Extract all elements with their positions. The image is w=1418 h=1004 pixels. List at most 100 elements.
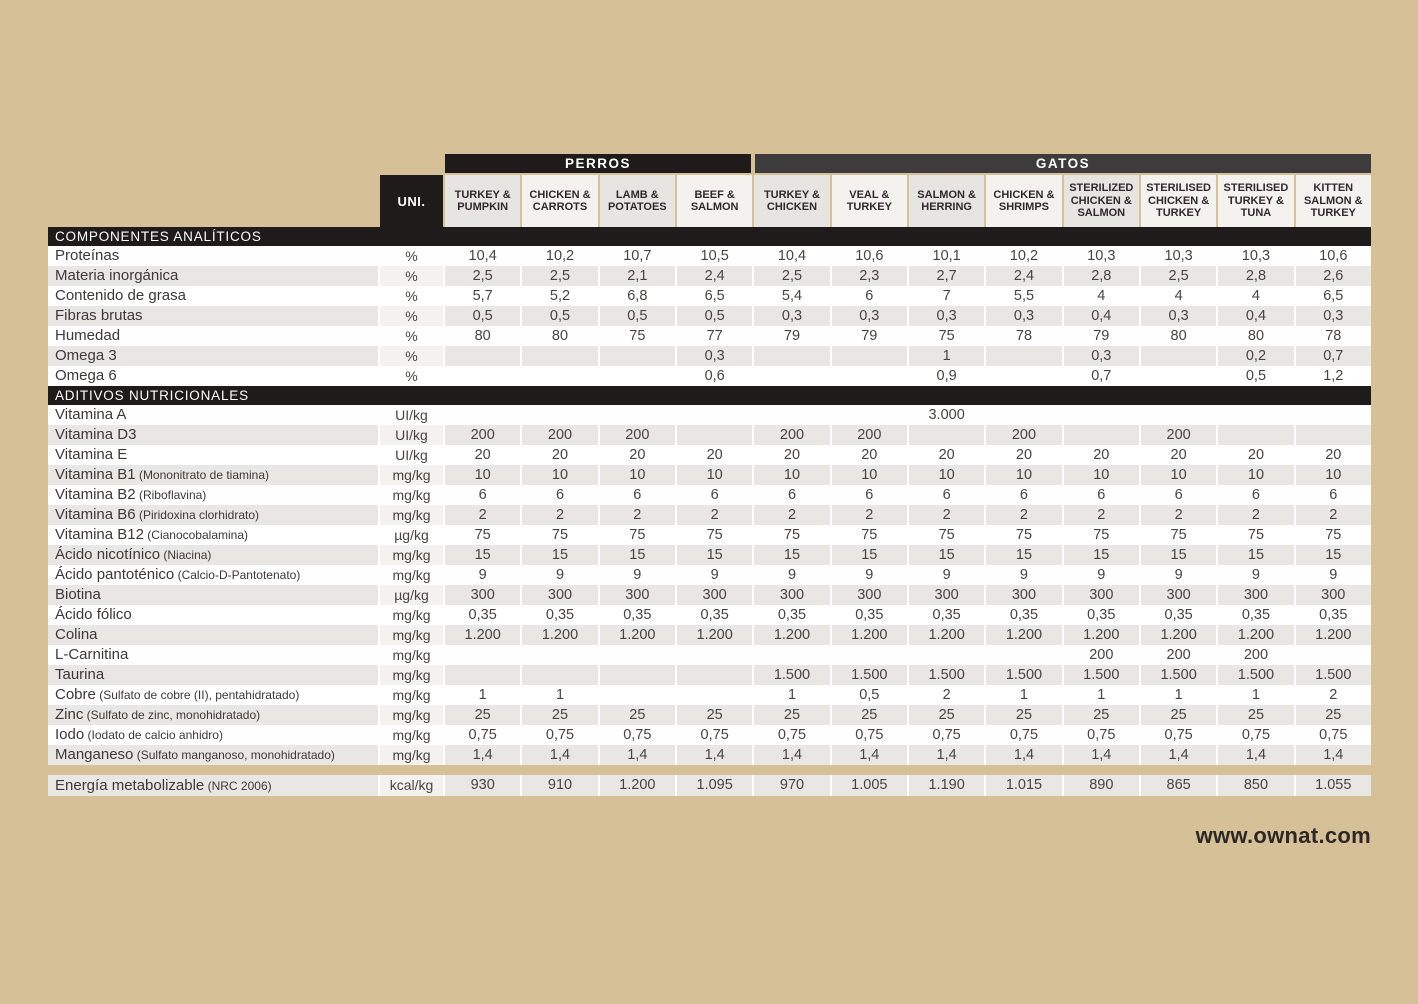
value-cell: 15 — [1295, 545, 1371, 565]
value-cell — [676, 425, 753, 445]
energy-row-gap — [48, 765, 1371, 775]
value-cell: 78 — [986, 326, 1062, 346]
value-cell — [599, 346, 675, 366]
value-cell: 10 — [754, 465, 830, 485]
row-unit: UI/kg — [380, 445, 443, 465]
value-cell: 0,35 — [522, 605, 598, 625]
value-cell — [831, 346, 907, 366]
value-cell: 0,35 — [986, 605, 1062, 625]
value-cell: 10,2 — [986, 246, 1062, 266]
row-label: Materia inorgánica — [48, 266, 378, 286]
value-cell: 2 — [908, 505, 985, 525]
value-cell: 2,4 — [676, 266, 753, 286]
value-cell: 75 — [908, 326, 985, 346]
value-cell — [522, 405, 598, 425]
value-cell: 0,5 — [1218, 366, 1294, 386]
value-cell: 25 — [831, 705, 907, 725]
value-cell: 300 — [1295, 585, 1371, 605]
value-cell: 1.200 — [599, 775, 675, 796]
value-cell: 4 — [1218, 286, 1294, 306]
value-cell: 1 — [445, 685, 521, 705]
value-cell: 9 — [908, 565, 985, 585]
table-row: L-Carnitina mg/kg 200 200 200 — [48, 645, 1371, 665]
value-cell — [522, 665, 598, 685]
value-cell: 6 — [1063, 485, 1139, 505]
value-cell: 20 — [986, 445, 1062, 465]
value-cell: 1,4 — [599, 745, 675, 765]
row-label: Vitamina A — [48, 405, 378, 425]
value-cell: 1,4 — [1063, 745, 1139, 765]
value-cell: 2 — [522, 505, 598, 525]
column-header-9: STERILIZED CHICKEN & SALMON — [1063, 175, 1139, 227]
value-cell: 300 — [908, 585, 985, 605]
row-label: Vitamina B12 (Cianocobalamina) — [48, 525, 378, 545]
value-cell: 0,35 — [1218, 605, 1294, 625]
value-cell — [754, 645, 830, 665]
value-cell: 75 — [754, 525, 830, 545]
row-unit: mg/kg — [380, 605, 443, 625]
value-cell: 0,5 — [831, 685, 907, 705]
value-cell: 6 — [599, 485, 675, 505]
value-cell: 300 — [831, 585, 907, 605]
row-label: Iodo (Iodato de calcio anhidro) — [48, 725, 378, 745]
value-cell — [1295, 405, 1371, 425]
value-cell: 865 — [1140, 775, 1217, 796]
row-label-note: (Riboflavina) — [135, 488, 207, 502]
value-cell: 15 — [445, 545, 521, 565]
value-cell: 75 — [445, 525, 521, 545]
value-cell: 300 — [986, 585, 1062, 605]
row-label-note: (Cianocobalamina) — [143, 528, 249, 542]
value-cell — [676, 665, 753, 685]
value-cell: 10 — [1140, 465, 1217, 485]
value-cell — [599, 665, 675, 685]
value-cell: 1.005 — [831, 775, 907, 796]
value-cell: 1.200 — [599, 625, 675, 645]
value-cell: 10 — [1295, 465, 1371, 485]
table-row: Vitamina D3 UI/kg 200 200 200 200 200 200 200 — [48, 425, 1371, 445]
value-cell: 2,8 — [1218, 266, 1294, 286]
value-cell: 75 — [831, 525, 907, 545]
table-row: Ácido fólico mg/kg 0,35 0,35 0,35 0,35 0,35 0,3… — [48, 605, 1371, 625]
value-cell: 0,5 — [445, 306, 521, 326]
value-cell: 10 — [522, 465, 598, 485]
row-label: Humedad — [48, 326, 378, 346]
value-cell — [445, 645, 521, 665]
value-cell: 0,9 — [908, 366, 985, 386]
row-label: Taurina — [48, 665, 378, 685]
unit-column-header: UNI. — [380, 175, 443, 227]
value-cell: 1 — [522, 685, 598, 705]
value-cell: 0,4 — [1218, 306, 1294, 326]
row-label: Manganeso (Sulfato manganoso, monohidrat… — [48, 745, 378, 765]
value-cell: 0,75 — [754, 725, 830, 745]
value-cell: 0,75 — [1140, 725, 1217, 745]
table-row: Colina mg/kg 1.200 1.200 1.200 1.200 1.200 1.20… — [48, 625, 1371, 645]
row-unit: % — [380, 346, 443, 366]
value-cell: 0,35 — [1063, 605, 1139, 625]
row-unit: UI/kg — [380, 405, 443, 425]
row-label: Proteínas — [48, 246, 378, 266]
value-cell: 0,35 — [599, 605, 675, 625]
value-cell: 80 — [1218, 326, 1294, 346]
value-cell: 10 — [1218, 465, 1294, 485]
value-cell — [986, 346, 1062, 366]
value-cell: 25 — [1140, 705, 1217, 725]
value-cell: 200 — [754, 425, 830, 445]
value-cell: 0,75 — [1063, 725, 1139, 745]
value-cell: 9 — [1063, 565, 1139, 585]
table-row: Taurina mg/kg 1.500 1.500 1.500 1.500 1.500 1.5… — [48, 665, 1371, 685]
row-label: Ácido nicotínico (Niacina) — [48, 545, 378, 565]
value-cell: 2,1 — [599, 266, 675, 286]
value-cell: 79 — [1063, 326, 1139, 346]
value-cell: 78 — [1295, 326, 1371, 346]
value-cell: 0,75 — [1295, 725, 1371, 745]
table-row: Ácido pantoténico (Calcio-D-Pantotenato)… — [48, 565, 1371, 585]
value-cell: 1,4 — [754, 745, 830, 765]
value-cell: 300 — [445, 585, 521, 605]
value-cell: 25 — [986, 705, 1062, 725]
value-cell: 0,3 — [1140, 306, 1217, 326]
value-cell: 0,3 — [831, 306, 907, 326]
row-label: Vitamina B6 (Piridoxina clorhidrato) — [48, 505, 378, 525]
value-cell: 0,7 — [1295, 346, 1371, 366]
value-cell: 200 — [445, 425, 521, 445]
row-unit: mg/kg — [380, 685, 443, 705]
